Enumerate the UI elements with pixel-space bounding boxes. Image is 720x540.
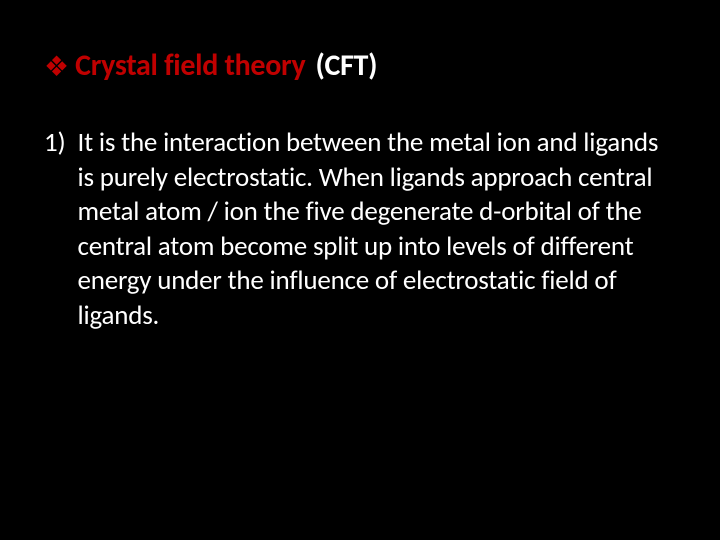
title-row: ❖ Crystal field theory (CFT) [44,48,676,84]
body-block: 1) It is the interaction between the met… [44,126,676,333]
diamond-bullet-icon: ❖ [44,50,69,84]
title-primary: Crystal field theory [75,48,305,84]
list-marker: 1) [44,126,65,161]
body-text: It is the interaction between the metal … [77,126,676,333]
title-secondary: (CFT) [315,48,377,84]
